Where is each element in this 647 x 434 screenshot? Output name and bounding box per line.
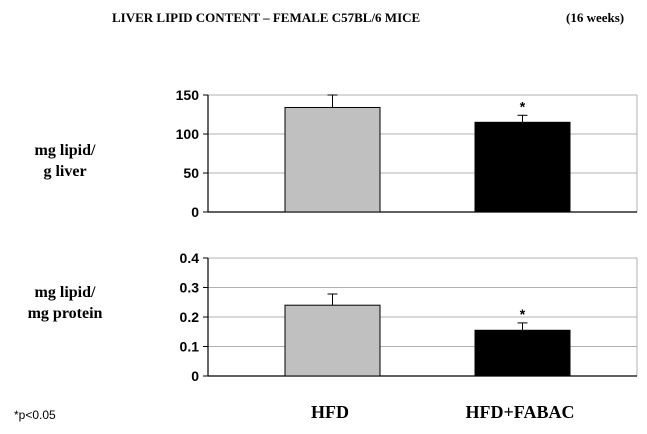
bottom-y-tick-label: 0.4: [180, 250, 200, 266]
top-bar-hfd-fabac: [474, 121, 571, 213]
top-significance-marker: *: [520, 98, 526, 114]
top-y-tick-label: 50: [183, 165, 199, 181]
bottom-y-tick-label: 0.1: [180, 339, 200, 355]
top-y-axis-label-line-2: g liver: [43, 163, 87, 180]
bottom-y-axis-label-line-1: mg lipid/: [34, 284, 96, 301]
category-label-hfd-fabac: HFD+FABAC: [465, 402, 575, 422]
top-y-tick-label: 0: [191, 204, 199, 220]
top-y-axis-label: mg lipid/ g liver: [10, 140, 120, 182]
category-label-hfd: HFD: [311, 402, 349, 422]
top-y-axis-label-line-1: mg lipid/: [34, 142, 96, 159]
chart-title: LIVER LIPID CONTENT – FEMALE C57BL/6 MIC…: [112, 10, 421, 25]
top-y-tick-label: 150: [176, 87, 200, 103]
bottom-bar-hfd: [284, 304, 381, 377]
bottom-y-tick-label: 0.2: [180, 309, 200, 325]
bottom-significance-marker: *: [520, 306, 526, 322]
chart-subtitle: (16 weeks): [566, 10, 625, 25]
bottom-y-axis-label-line-2: mg protein: [27, 305, 103, 322]
bottom-y-tick-label: 0.3: [180, 280, 200, 296]
bottom-y-axis-label: mg lipid/ mg protein: [10, 282, 120, 324]
significance-footnote: *p<0.05: [14, 408, 56, 422]
top-bar-hfd: [284, 106, 381, 213]
bottom-y-tick-label: 0: [191, 368, 199, 384]
bottom-bar-hfd-fabac: [474, 329, 571, 377]
top-y-tick-label: 100: [176, 126, 200, 142]
